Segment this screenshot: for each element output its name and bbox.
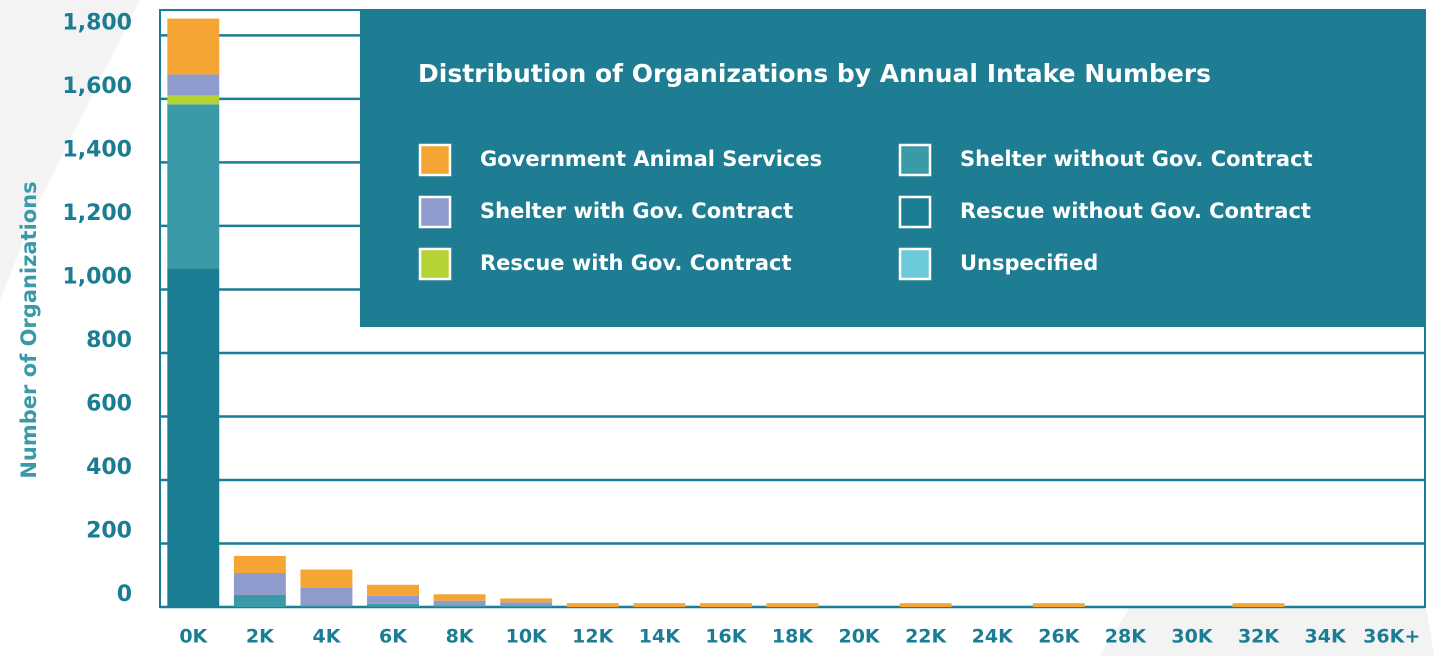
bar-segment xyxy=(300,569,353,588)
bar-segment xyxy=(1232,603,1285,607)
bar-segment xyxy=(500,598,553,603)
x-tick-label: 18K xyxy=(772,626,814,648)
y-tick-label: 800 xyxy=(86,328,132,353)
background-shape xyxy=(0,0,140,300)
bar-segment xyxy=(300,605,353,607)
x-tick-label: 2K xyxy=(246,626,275,648)
x-tick-label: 12K xyxy=(572,626,614,648)
bar-segment xyxy=(433,594,486,601)
bar-segment xyxy=(766,603,819,607)
x-tick-label: 36K+ xyxy=(1363,626,1420,648)
legend-swatch xyxy=(418,195,452,229)
bar-segment xyxy=(500,605,553,607)
legend-swatch xyxy=(898,195,932,229)
legend-label: Unspecified xyxy=(960,251,1098,275)
x-tick-label: 0K xyxy=(179,626,208,648)
y-tick-label: 600 xyxy=(86,391,132,416)
y-tick-label: 1,000 xyxy=(62,264,132,289)
x-tick-label: 22K xyxy=(905,626,947,648)
x-tick-label: 26K xyxy=(1038,626,1080,648)
bar-segment xyxy=(233,573,286,595)
bar-segment xyxy=(633,603,686,607)
x-tick-label: 10K xyxy=(506,626,548,648)
bar-segment xyxy=(1032,603,1085,607)
bar-segment xyxy=(233,594,286,607)
x-tick-label: 16K xyxy=(705,626,747,648)
y-tick-label: 1,600 xyxy=(62,74,132,99)
bar-segment xyxy=(300,587,353,606)
bar-segment xyxy=(167,104,220,269)
x-tick-label: 14K xyxy=(639,626,681,648)
x-tick-label: 34K xyxy=(1305,626,1347,648)
y-tick-label: 1,800 xyxy=(62,10,132,35)
bar-segment xyxy=(433,600,486,606)
y-tick-label: 200 xyxy=(86,518,132,543)
bar-segment xyxy=(566,603,619,607)
legend-swatch xyxy=(898,247,932,281)
chart-title: Distribution of Organizations by Annual … xyxy=(418,59,1211,88)
bar-segment xyxy=(699,603,752,607)
legend-label: Government Animal Services xyxy=(480,147,822,171)
y-tick-label: 400 xyxy=(86,455,132,480)
legend-swatch xyxy=(418,143,452,177)
y-tick-label: 0 xyxy=(117,582,132,607)
bar-segment xyxy=(167,18,220,75)
legend-label: Shelter without Gov. Contract xyxy=(960,147,1313,171)
bar-segment xyxy=(167,95,220,105)
x-tick-label: 30K xyxy=(1171,626,1213,648)
y-tick-label: 1,400 xyxy=(62,137,132,162)
bar-segment xyxy=(367,584,419,596)
bar-segment xyxy=(500,602,553,606)
bar-segment xyxy=(167,74,220,96)
bar-segment xyxy=(367,595,419,604)
x-tick-label: 24K xyxy=(972,626,1014,648)
legend-label: Rescue with Gov. Contract xyxy=(480,251,792,275)
legend-panel xyxy=(360,10,1425,327)
bar-segment xyxy=(167,268,220,607)
bar-segment xyxy=(367,603,419,607)
legend-label: Rescue without Gov. Contract xyxy=(960,199,1311,223)
x-tick-label: 4K xyxy=(312,626,341,648)
x-tick-label: 28K xyxy=(1105,626,1147,648)
bar-segment xyxy=(433,605,486,607)
legend-swatch xyxy=(898,143,932,177)
legend-label: Shelter with Gov. Contract xyxy=(480,199,793,223)
x-tick-label: 6K xyxy=(379,626,408,648)
bar-segment xyxy=(899,603,952,607)
y-tick-label: 1,200 xyxy=(62,201,132,226)
y-axis-label: Number of Organizations xyxy=(17,181,41,478)
bar-segment xyxy=(233,555,286,574)
x-tick-label: 8K xyxy=(446,626,475,648)
x-tick-label: 20K xyxy=(838,626,880,648)
x-tick-label: 32K xyxy=(1238,626,1280,648)
legend-swatch xyxy=(418,247,452,281)
